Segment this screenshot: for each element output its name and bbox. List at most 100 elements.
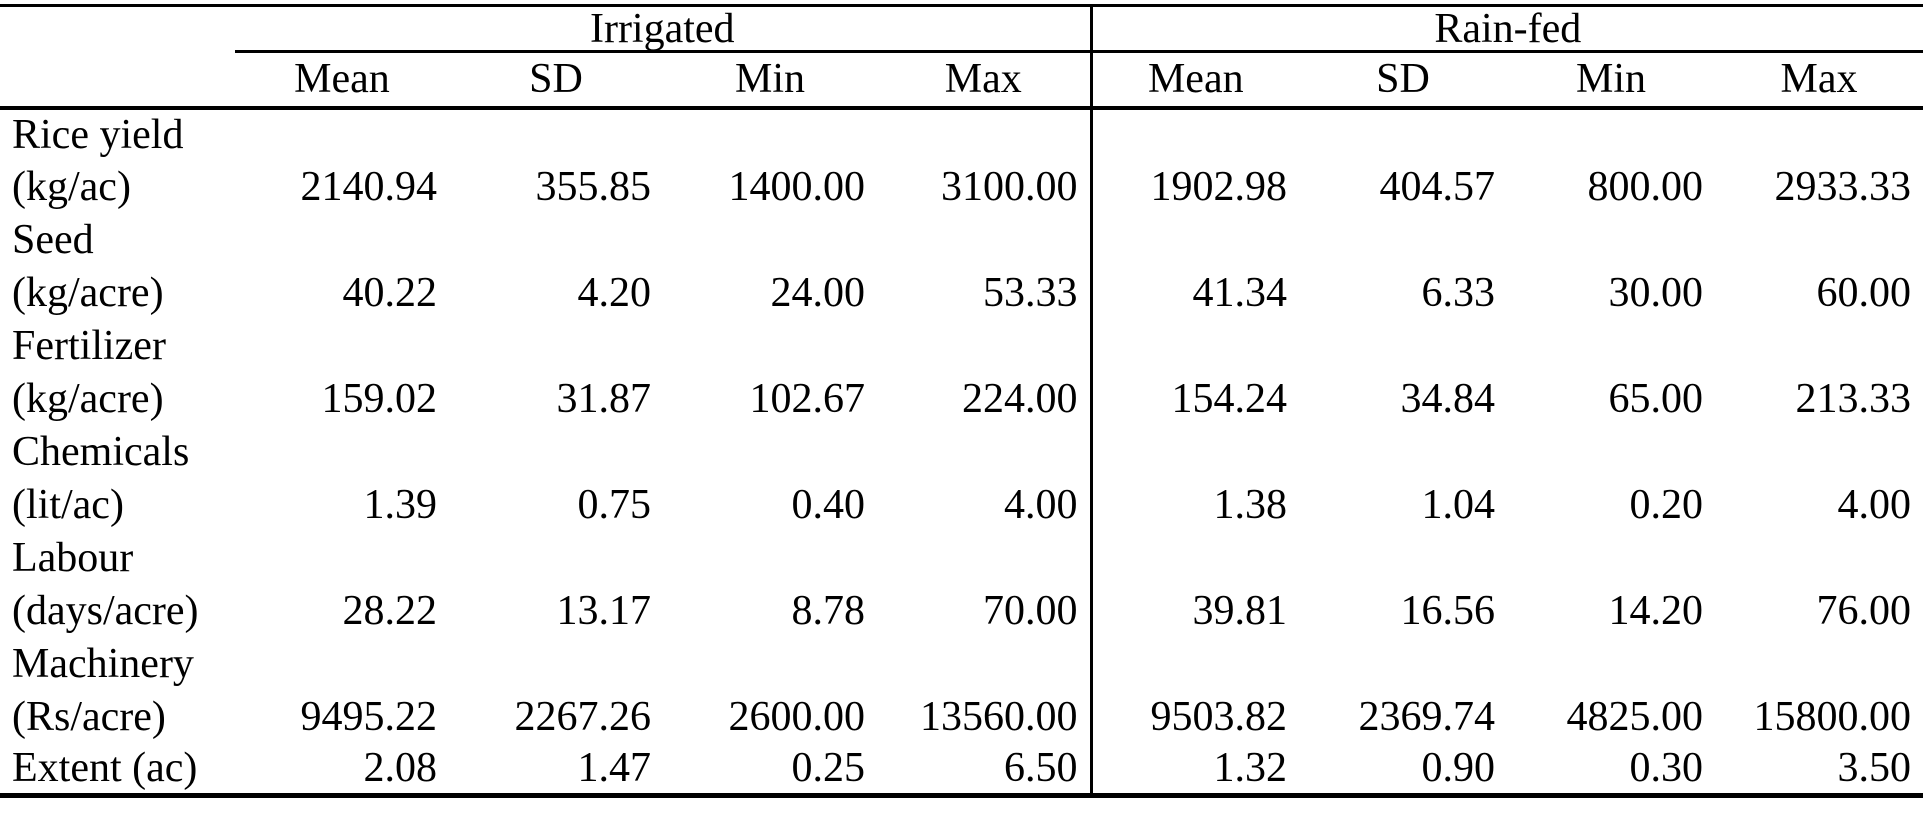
empty-cell bbox=[1507, 638, 1715, 690]
row-label: Seed bbox=[12, 216, 94, 263]
cell-value: 0.90 bbox=[1421, 745, 1496, 792]
empty-cell bbox=[235, 426, 449, 478]
variable-value-row: (kg/acre) 159.02 31.87 102.67 224.00 154.24 34… bbox=[0, 371, 1923, 426]
empty-cell bbox=[449, 320, 663, 372]
cell-value: 4825.00 bbox=[1566, 693, 1704, 740]
row-label: Fertilizer bbox=[12, 322, 166, 369]
cell-value: 34.84 bbox=[1400, 375, 1496, 422]
empty-cell bbox=[449, 638, 663, 690]
empty-cell bbox=[1089, 319, 1300, 372]
stub-subheader-cell bbox=[0, 51, 235, 110]
variable-label-row: Chemicals bbox=[0, 425, 1923, 478]
cell-value: 0.40 bbox=[791, 481, 866, 528]
empty-cell bbox=[1089, 425, 1300, 478]
cell-value: 31.87 bbox=[556, 375, 652, 422]
empty-cell bbox=[1715, 638, 1923, 690]
cell-value: 213.33 bbox=[1795, 375, 1912, 422]
empty-cell bbox=[877, 638, 1091, 690]
cell-value: 14.20 bbox=[1608, 587, 1704, 634]
row-unit: (kg/ac) bbox=[12, 163, 131, 210]
cell-value: 9495.22 bbox=[300, 693, 438, 740]
stub-header-cell bbox=[0, 6, 235, 52]
row-label: Chemicals bbox=[12, 428, 190, 475]
cell-value: 70.00 bbox=[983, 587, 1078, 634]
empty-cell bbox=[235, 532, 449, 584]
empty-cell bbox=[1299, 108, 1507, 160]
empty-cell bbox=[663, 426, 877, 478]
cell-value: 6.50 bbox=[1004, 745, 1078, 792]
cell-value: 0.25 bbox=[791, 745, 866, 792]
variable-value-row: (kg/acre) 40.22 4.20 24.00 53.33 41.34 6.33 30.… bbox=[0, 265, 1923, 320]
header-rainfed-min: Min bbox=[1507, 51, 1716, 110]
empty-cell bbox=[663, 532, 877, 584]
variable-label-row: Labour bbox=[0, 531, 1923, 584]
empty-cell bbox=[877, 320, 1091, 372]
variable-value-row: (kg/ac) 2140.94 355.85 1400.00 3100.00 1902.9… bbox=[0, 159, 1923, 214]
variable-value-row: Extent (ac) 2.08 1.47 0.25 6.50 1.32 0.90 0.30 3… bbox=[0, 743, 1923, 796]
column-group-irrigated: Irrigated bbox=[235, 5, 1092, 53]
empty-cell bbox=[1507, 320, 1715, 372]
cell-value: 1902.98 bbox=[1089, 159, 1300, 214]
empty-cell bbox=[1715, 532, 1923, 584]
empty-cell bbox=[1299, 426, 1507, 478]
cell-value: 2600.00 bbox=[728, 693, 866, 740]
variable-label-row: Rice yield bbox=[0, 107, 1923, 160]
cell-value: 41.34 bbox=[1089, 265, 1300, 320]
cell-value: 1.47 bbox=[577, 745, 652, 792]
empty-cell bbox=[1507, 108, 1715, 160]
empty-cell bbox=[235, 214, 449, 266]
cell-value: 65.00 bbox=[1608, 375, 1704, 422]
cell-value: 154.24 bbox=[1089, 371, 1300, 426]
cell-value: 6.33 bbox=[1421, 269, 1496, 316]
header-irrigated-min: Min bbox=[663, 51, 877, 110]
row-label: Rice yield bbox=[12, 111, 184, 158]
cell-value: 1400.00 bbox=[728, 163, 866, 210]
empty-cell bbox=[1299, 214, 1507, 266]
cell-value: 1.38 bbox=[1089, 477, 1300, 532]
cell-value: 355.85 bbox=[535, 163, 652, 210]
empty-cell bbox=[663, 108, 877, 160]
cell-value: 39.81 bbox=[1089, 583, 1300, 638]
empty-cell bbox=[1715, 320, 1923, 372]
header-rainfed-max: Max bbox=[1715, 51, 1924, 110]
cell-value: 0.75 bbox=[577, 481, 652, 528]
variable-label-row: Fertilizer bbox=[0, 319, 1923, 372]
row-unit: (days/acre) bbox=[12, 587, 199, 634]
cell-value: 9503.82 bbox=[1089, 689, 1300, 744]
empty-cell bbox=[1715, 214, 1923, 266]
cell-value: 2.08 bbox=[363, 745, 438, 792]
header-rainfed-sd: SD bbox=[1299, 51, 1508, 110]
row-unit: (kg/acre) bbox=[12, 375, 164, 422]
empty-cell bbox=[1507, 426, 1715, 478]
empty-cell bbox=[235, 638, 449, 690]
cell-value: 60.00 bbox=[1816, 269, 1912, 316]
cell-value: 2369.74 bbox=[1358, 693, 1496, 740]
empty-cell bbox=[877, 214, 1091, 266]
header-irrigated-mean: Mean bbox=[235, 51, 449, 110]
row-unit: (Rs/acre) bbox=[12, 693, 166, 740]
row-label: Machinery bbox=[12, 640, 194, 687]
cell-value: 2267.26 bbox=[514, 693, 652, 740]
cell-value: 4.00 bbox=[1837, 481, 1912, 528]
table-body: Rice yield (kg/ac) 2140.94 355.85 1400.00 310… bbox=[0, 107, 1923, 796]
row-unit: (lit/ac) bbox=[12, 481, 124, 528]
column-group-rainfed: Rain-fed bbox=[1089, 5, 1924, 53]
cell-value: 15800.00 bbox=[1753, 693, 1912, 740]
cell-value: 2140.94 bbox=[300, 163, 438, 210]
sub-header-row: Mean SD Min Max Mean SD Min Max bbox=[0, 51, 1924, 110]
cell-value: 24.00 bbox=[770, 269, 866, 316]
empty-cell bbox=[1089, 107, 1300, 160]
cell-value: 8.78 bbox=[791, 587, 866, 634]
cell-value: 1.04 bbox=[1421, 481, 1496, 528]
variable-value-row: (Rs/acre) 9495.22 2267.26 2600.00 13560.00 95… bbox=[0, 689, 1923, 744]
empty-cell bbox=[1299, 320, 1507, 372]
cell-value: 16.56 bbox=[1400, 587, 1496, 634]
variable-label-row: Machinery bbox=[0, 637, 1923, 690]
empty-cell bbox=[877, 532, 1091, 584]
cell-value: 4.20 bbox=[577, 269, 652, 316]
empty-cell bbox=[1299, 532, 1507, 584]
row-label: Extent (ac) bbox=[12, 745, 198, 792]
empty-cell bbox=[235, 320, 449, 372]
header-rainfed-mean: Mean bbox=[1089, 51, 1300, 110]
